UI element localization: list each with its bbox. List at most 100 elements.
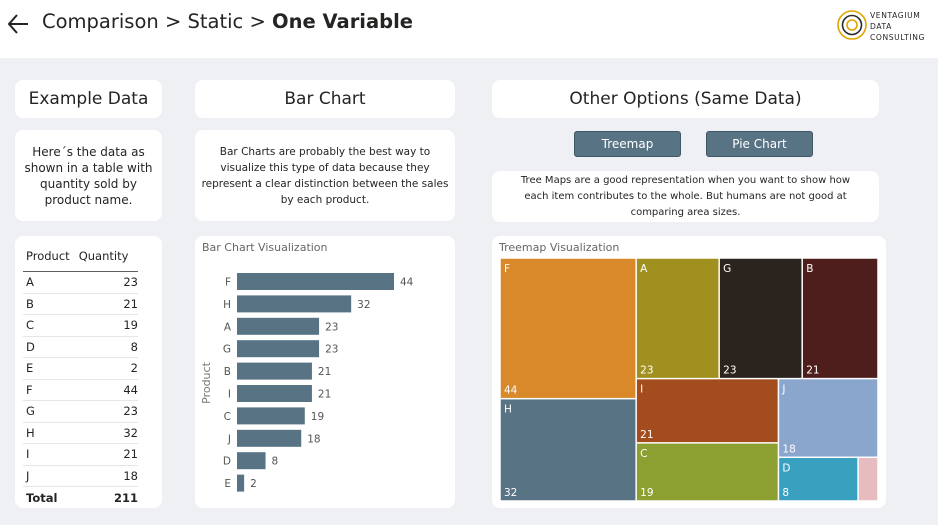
quantity-cell: 2 [78, 357, 138, 380]
treemap-tile-C[interactable] [636, 443, 778, 501]
bar-chart-description: Bar Charts are probably the best way to … [201, 145, 449, 206]
table-row[interactable]: J 18 [23, 465, 138, 487]
example-data-title-card: Example Data [15, 80, 162, 118]
treemap-tile-value: 21 [806, 365, 819, 377]
quantity-cell: 19 [78, 314, 138, 337]
column-header-product[interactable]: Product [23, 241, 79, 272]
bar-category-label: J [227, 433, 231, 445]
table-header-row: Product Quantity [23, 241, 138, 272]
treemap-tile-value: 23 [723, 365, 736, 377]
treemap-tile-J[interactable] [779, 379, 878, 457]
bar-value-label: 21 [318, 366, 331, 378]
table-row[interactable]: F 44 [23, 379, 138, 401]
treemap-description-card: Tree Maps are a good representation when… [492, 171, 879, 222]
treemap-visual-title: Treemap Visualization [499, 241, 620, 254]
bar-value-label: 32 [357, 299, 370, 311]
bar-chart-title-card: Bar Chart [195, 80, 455, 118]
bar-category-label: C [224, 411, 231, 423]
bar-category-label: B [224, 366, 231, 378]
treemap-tile-label: F [504, 263, 510, 275]
back-arrow-icon[interactable] [6, 10, 30, 38]
treemap-tile-I[interactable] [636, 379, 778, 443]
quantity-cell: 8 [78, 336, 138, 358]
treemap-button[interactable]: Treemap [574, 131, 681, 157]
bar-F[interactable] [237, 273, 394, 290]
product-cell: J [23, 465, 79, 487]
bar-category-label: D [223, 456, 231, 468]
bar-chart: Product F 44 H 32 A 23 G 23 B 21 I 21 C 19 J 18 D 8 E 2 [200, 273, 414, 492]
bar-value-label: 23 [325, 321, 338, 333]
data-table: Product Quantity A 23 B 21 C 19 D 8 E 2 F 44 G 23 H 32 I… [23, 241, 138, 509]
bar-category-label: F [225, 277, 231, 289]
table-row[interactable]: A 23 [23, 271, 138, 294]
bar-category-label: E [224, 478, 231, 490]
breadcrumb: Comparison > Static > One Variable [42, 9, 413, 35]
product-cell: H [23, 422, 79, 444]
total-value: 211 [78, 486, 138, 509]
quantity-cell: 32 [78, 422, 138, 444]
table-row[interactable]: H 32 [23, 422, 138, 444]
bar-chart-description-card: Bar Charts are probably the best way to … [195, 130, 455, 221]
bar-D[interactable] [237, 452, 266, 470]
treemap-chart: F 44 H 32 A 23 G 23 B 21 I 21 C 19 J 18 D 8 [500, 258, 878, 501]
treemap-tile-H[interactable] [500, 399, 636, 501]
bar-J[interactable] [237, 429, 302, 447]
product-cell: E [23, 357, 79, 380]
pie-chart-button[interactable]: Pie Chart [706, 131, 813, 157]
treemap-tile-E[interactable] [858, 458, 878, 501]
header-bar: Comparison > Static > One Variable VENTA… [0, 0, 938, 58]
example-data-title: Example Data [28, 89, 149, 109]
treemap-tile-label: J [781, 384, 785, 396]
bar-B[interactable] [237, 362, 312, 380]
bar-E[interactable] [237, 474, 245, 492]
bar-category-label: I [228, 389, 231, 401]
total-label: Total [23, 486, 79, 509]
bar-category-label: H [223, 299, 231, 311]
treemap-tile-value: 19 [640, 487, 653, 499]
treemap-tile-value: 44 [504, 385, 518, 397]
treemap-tile-value: 18 [782, 443, 795, 455]
treemap-tile-A[interactable] [636, 258, 719, 378]
table-total-row: Total 211 [23, 486, 138, 509]
treemap-tile-label: D [782, 462, 790, 474]
example-data-description: Here´s the data as shown in a table with… [24, 144, 153, 207]
company-logo: VENTAGIUM DATA CONSULTING [836, 8, 932, 44]
bar-C[interactable] [237, 407, 305, 425]
treemap-tile-label: B [806, 263, 813, 275]
bar-G[interactable] [237, 340, 320, 358]
logo-text-line: VENTAGIUM [870, 11, 921, 20]
table-row[interactable]: B 21 [23, 293, 138, 315]
bar-chart-title: Bar Chart [284, 89, 366, 109]
product-cell: B [23, 293, 79, 315]
treemap-tile-value: 23 [640, 365, 653, 377]
bar-I[interactable] [237, 385, 312, 402]
example-data-description-card: Here´s the data as shown in a table with… [15, 130, 162, 221]
y-axis-label: Product [200, 361, 213, 403]
product-cell: F [23, 379, 79, 401]
product-cell: A [23, 271, 79, 294]
table-row[interactable]: G 23 [23, 400, 138, 423]
product-cell: C [23, 314, 79, 337]
bar-A[interactable] [237, 317, 320, 335]
logo-text-line: CONSULTING [870, 33, 925, 42]
page-title: One Variable [272, 10, 414, 33]
breadcrumb-static[interactable]: Static [187, 10, 244, 33]
bar-H[interactable] [237, 295, 352, 313]
bar-value-label: 18 [307, 433, 320, 445]
treemap-tile-B[interactable] [802, 258, 878, 378]
quantity-cell: 23 [78, 271, 138, 294]
product-cell: G [23, 400, 79, 423]
bar-value-label: 2 [250, 478, 257, 490]
treemap-tile-F[interactable] [500, 258, 636, 398]
table-row[interactable]: C 19 [23, 314, 138, 337]
treemap-tile-G[interactable] [719, 258, 802, 378]
breadcrumb-separator: > [164, 10, 182, 33]
table-row[interactable]: I 21 [23, 443, 138, 466]
bar-category-label: G [223, 344, 231, 356]
column-header-quantity[interactable]: Quantity [78, 241, 138, 272]
breadcrumb-comparison[interactable]: Comparison [42, 10, 159, 33]
treemap-tile-D[interactable] [779, 458, 858, 501]
treemap-tile-value: 21 [640, 429, 653, 441]
